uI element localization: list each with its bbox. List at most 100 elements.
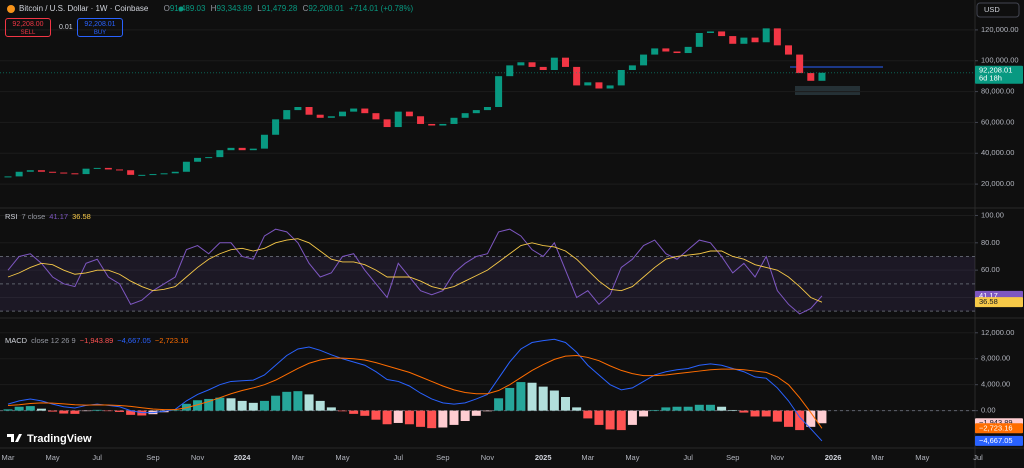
x-tick-label: Nov [191,453,205,462]
rsi-legend: RSI 7 close 41.17 36.58 [5,212,95,221]
histogram-bar [516,382,526,411]
x-tick-label: Jul [393,453,403,462]
candle-body [171,171,179,174]
histogram-bar [393,410,403,423]
candle-body [606,85,614,89]
histogram-bar [3,409,13,411]
histogram-bar [672,406,682,411]
macd-tag-bg [975,435,1023,446]
histogram-bar [170,410,180,411]
y-tick-label: 4,000.00 [981,380,1010,389]
histogram-bar [650,409,660,411]
histogram-bar [416,410,426,427]
candle-body [182,161,190,172]
candle-body [785,45,792,55]
candle-body [194,157,202,162]
candle-body [550,57,558,71]
x-tick-label: Sep [146,453,159,462]
series-line [7,228,823,315]
ohlc-value: 91,479.28 [261,4,298,13]
sell-button[interactable]: 92,208.00 SELL [5,18,51,37]
buy-price[interactable]: 92,208.01 [84,21,116,28]
candle-body [684,46,692,54]
x-tick-label: Jul [92,453,102,462]
histogram-bar [561,397,570,411]
histogram-bar [338,410,347,412]
histogram-bar [126,410,136,415]
candle-body [294,107,302,111]
spread: 0.01 [59,24,73,31]
histogram-bar [750,410,760,417]
x-tick-label: Nov [771,453,785,462]
histogram-bar [103,410,113,412]
histogram-bar [505,387,515,411]
histogram-bar [259,400,269,411]
candle-body [595,82,603,89]
candle-body [428,123,436,126]
x-tick-label: Mar [581,453,594,462]
x-tick-label: May [335,453,349,462]
rsi-tag: 36.58 [979,297,998,306]
histogram-bar [404,410,414,425]
candle-body [339,111,346,117]
price-tag: 92,208.01 [979,66,1012,75]
currency[interactable]: USD [984,5,1000,14]
candle-body [506,65,514,77]
histogram-bar [237,400,247,411]
histogram-bar [572,407,582,411]
brand-name: TradingView [27,433,92,445]
candle-body [104,167,112,170]
y-tick-label: 0.00 [981,406,996,415]
rsi-tag-bg [975,297,1023,308]
candle-body [729,36,737,44]
ohlc-value: 92,208.01 [308,4,344,13]
sell-label[interactable]: SELL [20,30,36,36]
symbol: Bitcoin / U.S. Dollar · 1W · Coinbase [19,4,149,13]
histogram-bar [293,391,303,411]
histogram-bar [382,410,392,425]
histogram-bar [215,397,225,411]
ohlc-value: 93,343.89 [216,4,253,13]
sell-price[interactable]: 92,208.00 [12,21,44,28]
candle-body [116,169,123,171]
x-tick-label: Mar [871,453,884,462]
rsi-value: 41.17 [49,212,69,221]
rsi-params: 7 close [21,212,46,221]
histogram-bar [371,410,381,420]
histogram-bar [81,410,91,412]
histogram-bar [14,406,24,411]
histogram-bar [349,410,359,414]
currency-button[interactable] [976,2,1020,18]
histogram-bar [360,410,370,416]
brand-logo: TradingView [7,433,92,445]
x-tick-label: Mar [2,453,15,462]
candle-body [283,110,291,120]
histogram-bar [494,398,504,411]
rsi-ma-value: 36.58 [72,212,91,221]
histogram-bar [204,398,214,411]
candle-body [361,108,369,114]
countdown: 6d 18h [979,74,1002,83]
buy-button[interactable]: 92,208.01 BUY [77,18,123,37]
macd-value: −4,667.05 [117,336,151,345]
candle-body [573,66,581,86]
candle-body [216,150,224,158]
candle-body [673,51,681,54]
histogram-bar [583,410,593,419]
y-tick-label: 80,000.00 [981,87,1014,96]
y-tick-label: 12,000.00 [981,328,1014,337]
candle-body [93,167,101,169]
histogram-bar [36,408,46,411]
buy-label[interactable]: BUY [93,30,107,36]
histogram-bar [326,407,336,411]
macd-legend: MACD close 12 26 9 −1,943.89 −4,667.05 −2,72… [5,336,192,345]
histogram-bar [70,410,80,414]
ohlc-key: L [257,4,262,13]
histogram-bar [92,409,102,411]
candle-body [316,114,324,118]
candle-body [160,173,168,175]
histogram-bar [772,410,782,422]
x-tick-label: Jul [973,453,983,462]
